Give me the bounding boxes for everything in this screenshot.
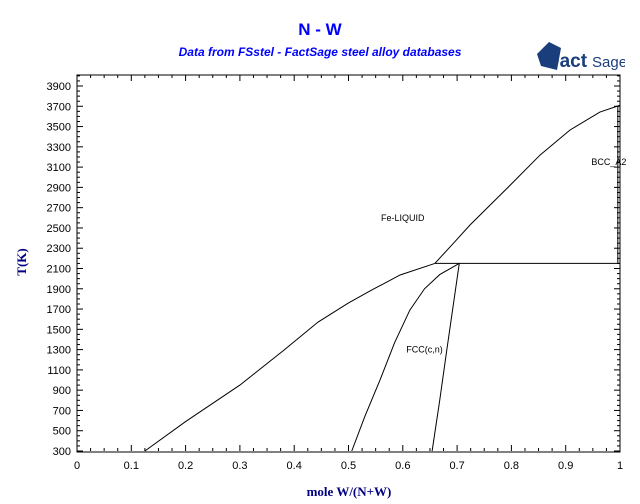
y-tick-label: 1700	[47, 304, 71, 316]
y-tick-label: 700	[53, 405, 71, 417]
x-axis-label: mole W/(N+W)	[307, 484, 392, 499]
x-tick-label: 0.7	[449, 460, 464, 472]
svg-text:Sage: Sage	[592, 54, 625, 71]
phase-boundary-line	[434, 104, 621, 264]
y-tick-label: 3900	[47, 81, 71, 93]
y-tick-label: 900	[53, 385, 71, 397]
y-tick-label: 2100	[47, 264, 71, 276]
x-tick-label: 0.1	[124, 460, 139, 472]
y-tick-label: 2500	[47, 223, 71, 235]
x-tick-label: 0.6	[395, 460, 410, 472]
x-tick-label: 0.5	[341, 460, 356, 472]
y-tick-label: 2300	[47, 243, 71, 255]
x-tick-label: 0	[74, 460, 80, 472]
y-tick-label: 300	[53, 446, 71, 458]
x-tick-label: 1	[617, 460, 623, 472]
x-tick-label: 0.3	[232, 460, 247, 472]
y-tick-label: 3500	[47, 122, 71, 134]
factsage-logo: Fact Sage	[535, 40, 627, 81]
y-tick-label: 1500	[47, 324, 71, 336]
y-tick-label: 1100	[47, 365, 71, 377]
x-tick-label: 0.2	[178, 460, 193, 472]
y-tick-label: 2900	[47, 182, 71, 194]
chart-title: N - W	[298, 20, 342, 39]
y-axis-label: T(K)	[14, 248, 29, 275]
phase-region-label: FCC(c,n)	[406, 345, 443, 355]
svg-text:Fact: Fact	[548, 51, 588, 72]
y-tick-label: 2700	[47, 203, 71, 215]
phase-region-label: Fe-LIQUID	[381, 213, 425, 223]
y-tick-label: 500	[53, 426, 71, 438]
y-tick-label: 1900	[47, 284, 71, 296]
x-tick-label: 0.8	[504, 460, 519, 472]
y-tick-label: 3100	[47, 162, 71, 174]
x-tick-label: 0.4	[287, 460, 302, 472]
x-tick-label: 0.9	[558, 460, 573, 472]
y-tick-label: 3300	[47, 142, 71, 154]
phase-region-label: BCC_A2	[591, 157, 626, 167]
phase-boundary-line	[351, 262, 460, 452]
y-tick-label: 3700	[47, 101, 71, 113]
chart-subtitle: Data from FSstel - FactSage steel alloy …	[178, 45, 462, 59]
phase-boundary-line	[431, 263, 460, 452]
phase-boundary-line	[144, 262, 435, 452]
y-tick-label: 1300	[47, 345, 71, 357]
